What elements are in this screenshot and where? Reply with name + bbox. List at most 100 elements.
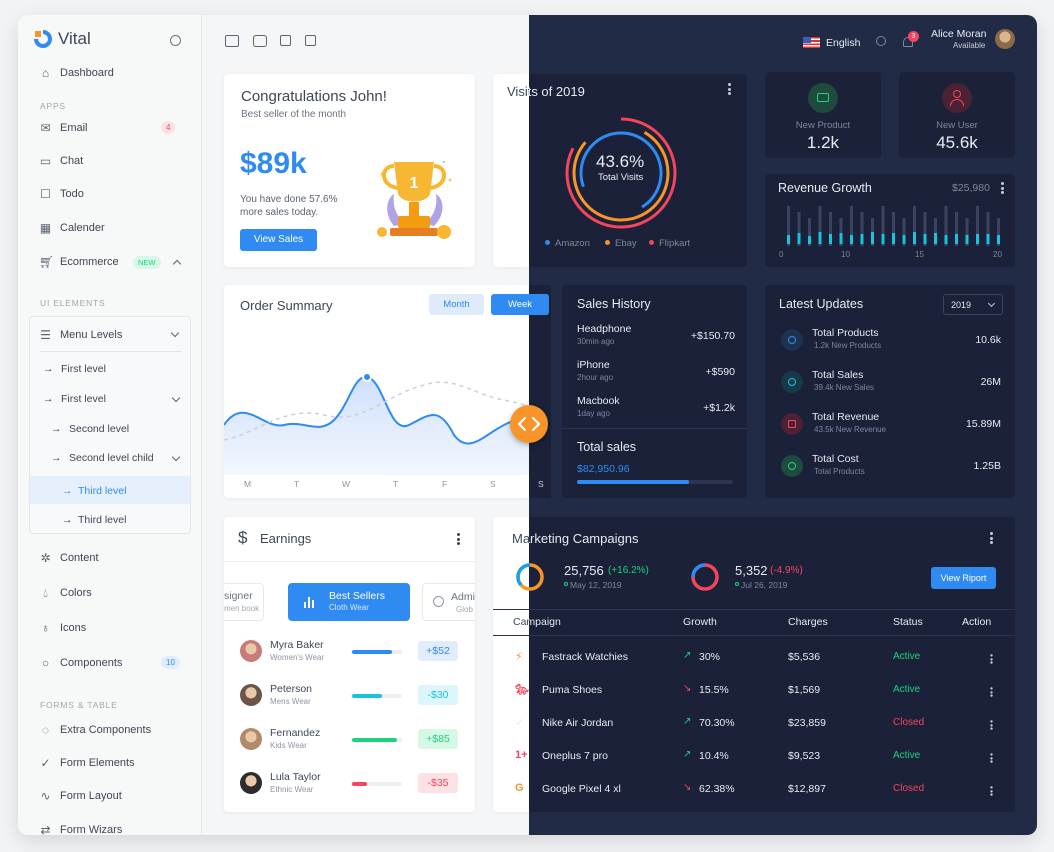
kebab-menu-icon[interactable] (728, 83, 731, 95)
year-select[interactable]: 2019 (943, 294, 1003, 315)
campaign-name: Google Pixel 4 xl (542, 783, 621, 795)
legend-ebay: Ebay (615, 238, 637, 249)
kebab-menu-icon[interactable] (1001, 182, 1004, 194)
bar (944, 235, 948, 244)
bar-bg (881, 206, 885, 246)
progress-fill (352, 694, 382, 698)
sale-item-name: Macbook (577, 395, 620, 407)
chat-icon[interactable] (253, 35, 267, 47)
day-label: S (490, 479, 496, 489)
sidebar-item-form-layout[interactable]: ∿ Form Layout (40, 788, 122, 803)
sidebar-item-menu-levels[interactable]: ☰ Menu Levels (18, 327, 202, 343)
tab-best-sellers[interactable]: Best Sellers Cloth Wear (288, 583, 410, 621)
mail-icon[interactable] (225, 35, 239, 47)
view-report-button[interactable]: View Riport (931, 567, 996, 589)
sidebar-item-email[interactable]: ✉ Email 4 (18, 120, 202, 136)
sale-item-time: 2hour ago (577, 373, 614, 382)
bar-bg (797, 212, 801, 246)
kebab-menu-icon[interactable] (457, 533, 460, 545)
tab-admin[interactable]: Admi Glob (422, 583, 475, 621)
sidebar-item-chat[interactable]: ▭ Chat (39, 153, 84, 168)
row-action-menu-icon[interactable] (990, 720, 993, 730)
total-sales-progress (577, 480, 733, 484)
view-sales-button[interactable]: View Sales (240, 229, 317, 251)
bar-bg (986, 212, 990, 246)
avatar (240, 640, 262, 662)
sidebar-item-components[interactable]: ○ Components 10 (18, 655, 202, 671)
bar (787, 235, 790, 244)
dollar-icon (781, 455, 803, 477)
components-count-badge: 10 (161, 656, 180, 669)
app-frame: Vital ⌂ Dashboard APPS ✉ Email 4 ▭ Chat … (18, 15, 1037, 835)
tab-month[interactable]: Month (429, 294, 484, 315)
search-icon[interactable] (876, 36, 886, 46)
col-header-charges: Charges (788, 616, 828, 628)
sidebar-item-third-level[interactable]: Third level (78, 514, 127, 526)
lightbulb-icon: ♁ (41, 620, 50, 635)
congrats-card: Congratulations John! Best seller of the… (224, 74, 475, 267)
sidebar-item-content[interactable]: ✲ Content (40, 550, 99, 565)
calendar-icon[interactable] (305, 35, 316, 46)
sidebar-item-third-level-active[interactable]: Third level (78, 485, 127, 497)
tab-designer[interactable] (224, 583, 264, 621)
sidebar-item-form-elements[interactable]: ✓ Form Elements (40, 755, 135, 770)
campaign-growth: 70.30% (699, 717, 735, 729)
sidebar-item-ecommerce[interactable]: 🛒︎ Ecommerce NEW (18, 254, 202, 270)
latest-updates-title: Latest Updates (779, 297, 864, 311)
divider (493, 635, 1015, 636)
trend-down-icon: ↘ (683, 782, 692, 793)
sidebar-item-first-level-expand[interactable]: First level (61, 393, 106, 405)
avatar[interactable] (995, 29, 1015, 49)
bar (797, 233, 801, 244)
order-summary-card: Order Summary Month M T W T F S (224, 285, 529, 498)
sidebar-item-calendar[interactable]: ▦ Calender (39, 220, 105, 235)
sales-history-card: Sales History Headphone 30min ago +$150.70… (562, 285, 747, 498)
user-name[interactable]: Alice Moran (931, 28, 987, 40)
avatar (240, 684, 262, 706)
campaign-donut-2 (691, 563, 719, 591)
sidebar-item-second-level[interactable]: Second level (69, 423, 130, 435)
sidebar-item-extra-components[interactable]: ◌ Extra Components (18, 722, 202, 738)
kebab-menu-icon[interactable] (990, 532, 993, 544)
sidebar-item-icons[interactable]: ♁ Icons (41, 620, 87, 635)
tab-week[interactable]: Week (491, 294, 549, 315)
language-selector[interactable]: English (826, 37, 861, 49)
earning-value-badge: -$30 (418, 685, 458, 705)
sidebar-item-first-level[interactable]: First level (61, 363, 106, 375)
sidebar-toggle-icon[interactable] (170, 35, 181, 46)
order-summary-card-dark (529, 285, 551, 498)
row-action-menu-icon[interactable] (990, 753, 993, 763)
row-action-menu-icon[interactable] (990, 687, 993, 697)
sidebar-item-form-wizars[interactable]: ⇄ Form Wizars (40, 822, 123, 835)
congrats-subtitle: Best seller of the month (241, 109, 347, 120)
sidebar-item-todo[interactable]: ☐ Todo (40, 186, 84, 201)
congrats-title: Congratulations John! (241, 88, 387, 105)
campaign-stat2-change: (-4.9%) (770, 565, 803, 576)
chevron-up-icon (172, 259, 182, 269)
sidebar-item-second-level-child[interactable]: Second level child (69, 452, 154, 464)
row-action-menu-icon[interactable] (990, 786, 993, 796)
trend-up-icon: ↗ (683, 749, 692, 760)
dot-icon (564, 582, 568, 586)
check-square-icon[interactable] (280, 35, 291, 46)
bar-bg (818, 206, 822, 246)
axis-tick: 0 (779, 250, 784, 259)
order-title: Order Summary (240, 298, 333, 313)
menu-icon: ☰ (40, 327, 51, 342)
row-action-menu-icon[interactable] (990, 654, 993, 664)
earnings-card: $ Earnings signer men book Best Sellers … (224, 517, 475, 812)
brand-logo[interactable]: Vital (34, 29, 91, 49)
theme-compare-handle[interactable] (510, 405, 548, 443)
sidebar-item-dashboard[interactable]: ⌂ Dashboard (18, 65, 202, 81)
sidebar-item-colors[interactable]: 💧︎ Colors (18, 585, 202, 601)
logo-icon (34, 30, 52, 48)
mail-icon: ✉ (40, 120, 51, 135)
arrow-icon: → (62, 514, 73, 526)
nike-logo-icon: ✓ (515, 717, 525, 729)
tab-designer-label: signer (224, 590, 253, 602)
bar (881, 234, 885, 244)
seller-category: Ethnic Wear (270, 785, 314, 794)
visits-card-light (493, 74, 529, 267)
new-user-card: New User 45.6k (899, 72, 1015, 158)
col-header-growth: Growth (683, 616, 717, 628)
